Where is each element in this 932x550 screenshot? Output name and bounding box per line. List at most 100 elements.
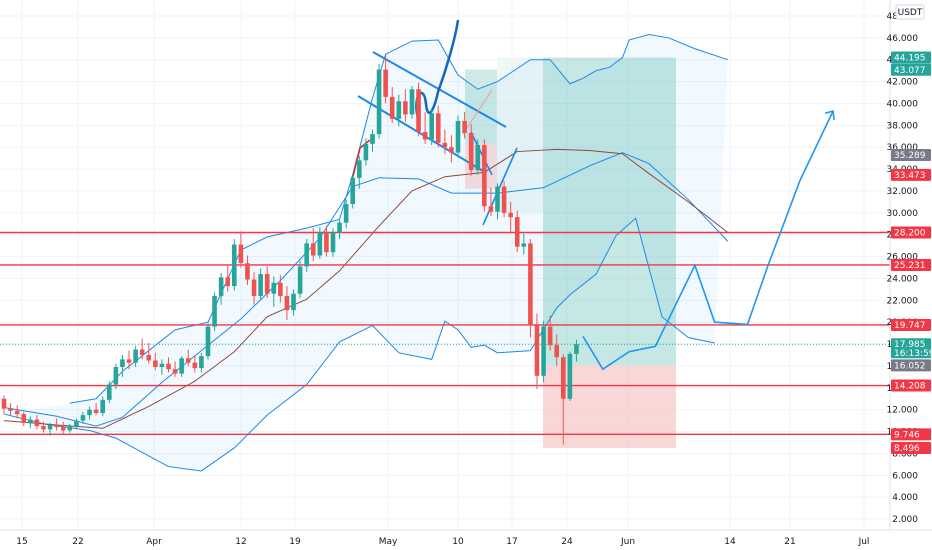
time-tick: 10 <box>452 537 464 547</box>
candle-body <box>468 132 474 171</box>
candle-body <box>60 427 66 431</box>
candle-body <box>514 217 520 247</box>
price-badge <box>891 226 931 239</box>
price-badge-text: 28.200 <box>894 229 926 239</box>
price-tick: 38.000 <box>887 121 919 131</box>
time-axis-bg <box>0 530 932 550</box>
time-tick: 24 <box>561 537 573 547</box>
price-badge-text: 9.746 <box>894 430 920 440</box>
pink-arrow-line[interactable] <box>462 89 493 135</box>
time-tick: May <box>379 537 398 547</box>
candle-body <box>442 142 448 148</box>
candle-body <box>126 359 132 363</box>
candle-body <box>429 113 434 140</box>
candle-body <box>310 243 316 256</box>
projection-arrowhead[interactable] <box>824 110 835 121</box>
time-tick: 17 <box>506 537 517 547</box>
candle-body <box>139 349 145 355</box>
red-arrow-line[interactable] <box>350 139 371 185</box>
candle-body <box>258 274 263 296</box>
price-tick: 12.000 <box>887 406 919 416</box>
candles <box>1 55 579 445</box>
horizontal-levels[interactable] <box>0 231 890 436</box>
candle-body <box>34 419 40 427</box>
candle-body <box>87 409 92 416</box>
time-tick: 12 <box>235 537 246 547</box>
candle-body <box>28 419 33 423</box>
candle-body <box>251 279 257 296</box>
candle-body <box>416 89 421 132</box>
candle-body <box>403 101 408 115</box>
currency-box <box>895 4 925 20</box>
candle-body <box>80 415 86 421</box>
price-badge-text: 8.496 <box>894 444 920 454</box>
candle-body <box>350 177 356 205</box>
candle-body <box>475 145 481 171</box>
time-tick: Jul <box>858 537 870 547</box>
candle-body <box>100 399 105 413</box>
up-arrow-line[interactable] <box>482 147 518 226</box>
price-badge <box>891 318 931 331</box>
candle-body <box>172 369 178 374</box>
price-tick: 46.000 <box>887 34 919 44</box>
price-tick: 26.000 <box>887 253 919 263</box>
bollinger-basis <box>3 152 729 427</box>
price-badge <box>891 359 931 372</box>
price-badge-text: 25.231 <box>894 261 926 271</box>
price-badge-text: 43.077 <box>894 66 926 76</box>
price-tick: 42.000 <box>887 78 919 88</box>
candle-body <box>501 186 507 213</box>
candle-body <box>113 367 119 385</box>
projection-line[interactable] <box>582 110 834 371</box>
price-badge-text: 33.473 <box>894 171 926 181</box>
price-tick: 4.000 <box>892 493 918 503</box>
price-badge <box>891 338 931 359</box>
candle-body <box>199 356 204 369</box>
down-arrow-line[interactable] <box>470 131 493 176</box>
candle-body <box>495 186 500 212</box>
candle-body <box>284 295 290 311</box>
profit-zone <box>543 57 676 366</box>
bollinger-bands <box>3 34 729 472</box>
time-axis[interactable]: 15 22 Apr 12 19 May 10 17 24 Jun 14 21 Jul <box>0 529 932 550</box>
candle-body <box>567 353 573 399</box>
candle-body <box>47 425 53 430</box>
price-badge-text: 17.985 <box>894 340 926 350</box>
price-badge <box>891 258 931 271</box>
candle-body <box>153 360 158 368</box>
candle-body <box>74 420 79 427</box>
time-tick: 15 <box>16 537 27 547</box>
candle-body <box>488 206 494 212</box>
projection-path[interactable] <box>582 110 835 371</box>
candle-body <box>297 266 303 294</box>
candle-body <box>192 362 198 369</box>
candle-body <box>337 222 342 233</box>
candle-body <box>304 243 309 267</box>
price-badge-text: 35.289 <box>894 151 926 161</box>
time-tick: 21 <box>784 537 795 547</box>
candle-body <box>93 409 99 413</box>
candle-body <box>212 295 217 327</box>
candle-body <box>271 282 277 294</box>
candle-body <box>54 425 59 428</box>
candle-body <box>225 277 231 287</box>
price-axis[interactable]: 2.0004.0006.0008.00010.00012.00014.00016… <box>887 0 932 550</box>
candle-body <box>1 398 7 409</box>
candle-body <box>541 326 546 376</box>
candle-body <box>238 244 244 264</box>
candle-body <box>521 243 527 247</box>
time-tick: 14 <box>724 537 736 547</box>
candle-body <box>317 232 323 256</box>
candle-body <box>343 204 349 223</box>
candle-body <box>370 134 375 144</box>
time-tick: Apr <box>146 537 162 547</box>
candle-body <box>245 263 250 280</box>
candle-body <box>376 69 382 135</box>
candle-body <box>106 384 112 400</box>
candle-body <box>462 120 467 133</box>
candle-body <box>166 363 171 370</box>
price-badges: 44.195 43.077 35.289 33.473 28.200 25.231 19.7… <box>891 51 932 455</box>
candle-body <box>357 160 362 178</box>
